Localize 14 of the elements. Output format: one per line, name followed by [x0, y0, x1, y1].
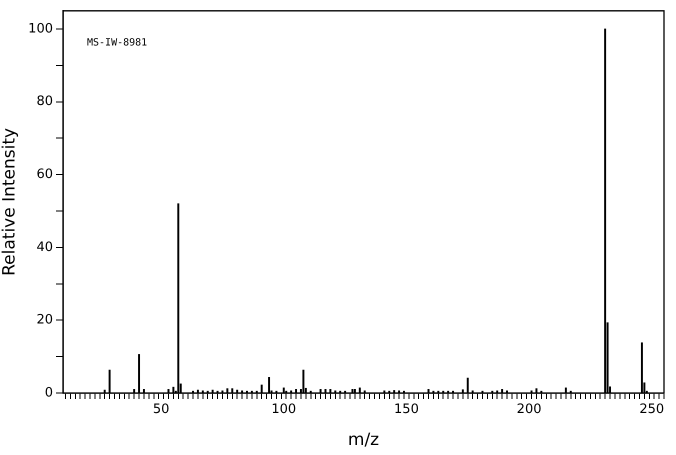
- y-tick-label: 60: [36, 166, 53, 182]
- y-tick-label: 0: [44, 385, 53, 400]
- y-tick-label: 40: [36, 240, 53, 255]
- x-tick-label: 200: [516, 402, 542, 418]
- annotation: MS-IW-8981: [87, 37, 148, 48]
- y-tick-label: 100: [28, 21, 53, 36]
- x-tick-label: 250: [639, 402, 664, 418]
- x-tick-label: 150: [394, 402, 419, 418]
- x-axis-title: m/z: [348, 430, 380, 450]
- x-tick-label: 50: [152, 402, 170, 418]
- x-tick-label: 100: [271, 402, 296, 418]
- y-tick-label: 80: [36, 94, 53, 110]
- y-axis-title: Relative Intensity: [0, 128, 20, 276]
- y-tick-label: 20: [36, 312, 53, 328]
